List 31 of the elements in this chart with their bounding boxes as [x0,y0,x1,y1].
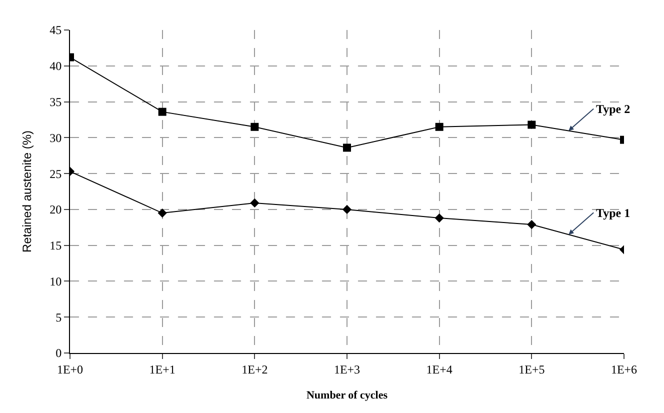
point [158,108,166,116]
y-tick-label: 10 [50,274,62,288]
x-tick-label: 1E+1 [149,362,176,376]
x-tick-label: 1E+2 [242,362,268,376]
x-tick-label: 1E+5 [518,362,545,376]
point [250,198,260,208]
y-tick-label: 0 [56,346,62,360]
point [250,122,259,131]
y-axis-title: Retained austenite (%) [20,130,34,253]
point [435,122,444,131]
y-tick-label: 20 [50,202,62,217]
point [528,120,536,129]
y-tick-label: 15 [50,238,62,253]
y-tick-label: 30 [50,130,62,145]
y-tick-label: 5 [56,310,62,324]
x-tick-label: 1E+0 [56,362,84,376]
y-tick-label: 35 [50,94,62,109]
y-tick-label: 45 [50,23,62,38]
series-label: Type 2 [596,102,630,116]
x-tick-label: 1E+6 [610,362,638,376]
x-tick-label: 1E+4 [426,362,452,376]
x-axis-title: Number of cycles [306,390,388,402]
x-tick-label: 1E+3 [334,362,360,376]
point [342,204,352,214]
point [158,208,167,218]
point [527,220,536,230]
series-label: Type 1 [596,206,630,220]
point [343,144,351,152]
y-tick-label: 40 [50,59,62,74]
point [434,214,444,223]
y-tick-label: 25 [50,166,62,181]
